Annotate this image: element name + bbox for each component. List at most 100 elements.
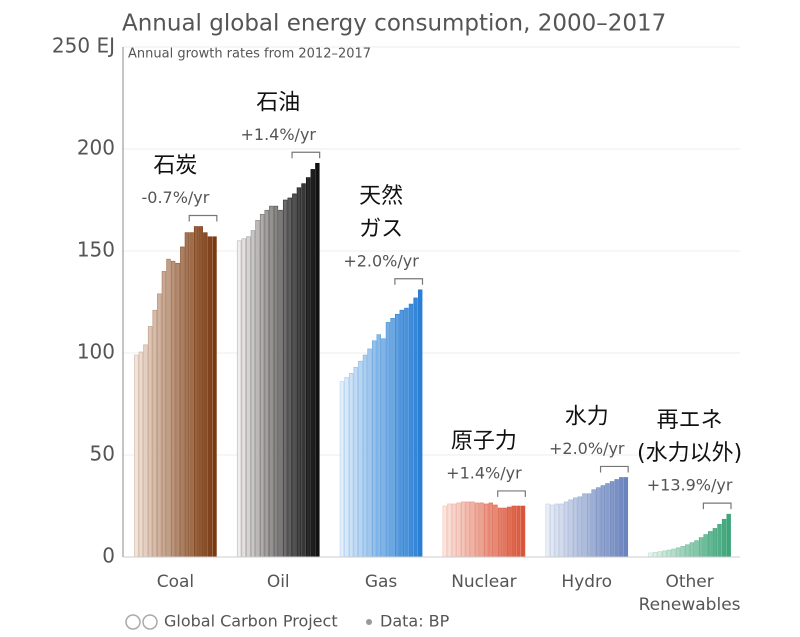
bar <box>404 307 409 558</box>
bar <box>507 506 512 558</box>
bar <box>516 505 521 558</box>
bar <box>596 487 601 558</box>
bar <box>586 493 592 558</box>
bar <box>296 187 302 558</box>
bar <box>399 309 404 558</box>
growth-bracket <box>394 278 424 285</box>
bar <box>189 232 194 558</box>
bar <box>236 240 242 558</box>
bar <box>152 309 157 558</box>
bar <box>671 548 676 558</box>
y-tick-label: 250 EJ <box>52 34 115 58</box>
bar <box>511 505 517 558</box>
growth-label: +1.4%/yr <box>241 125 317 144</box>
group-label: (水力以外) <box>637 441 742 466</box>
bar <box>339 381 345 558</box>
group-label: 天然 <box>359 184 403 209</box>
bar <box>497 507 503 558</box>
growth-label: +1.4%/yr <box>446 463 522 482</box>
bar <box>652 552 658 558</box>
bar <box>708 531 713 558</box>
source: Global Carbon Project <box>164 612 338 631</box>
bar <box>479 502 484 558</box>
growth-bracket <box>188 214 218 222</box>
growth-bracket <box>291 151 321 159</box>
bar <box>675 547 681 558</box>
group-label: 原子力 <box>451 429 517 454</box>
bar <box>721 518 727 558</box>
bar <box>442 505 448 558</box>
group-label: 石炭 <box>153 154 197 179</box>
growth-bracket <box>497 490 526 497</box>
bar <box>550 504 555 558</box>
bar <box>694 540 699 558</box>
bar <box>161 271 167 558</box>
growth-label: +13.9%/yr <box>647 476 733 495</box>
y-tick-label: 100 <box>77 340 115 364</box>
bar <box>344 377 349 558</box>
bar <box>390 318 395 558</box>
bar <box>591 489 596 558</box>
bar <box>465 501 471 558</box>
group-label: 再エネ <box>657 408 723 433</box>
bar <box>456 502 461 558</box>
growth-bracket <box>702 502 732 510</box>
bar <box>315 162 320 558</box>
bar <box>362 354 368 558</box>
bar <box>264 209 269 558</box>
bar <box>559 503 564 558</box>
bar <box>180 246 185 558</box>
bar <box>348 373 354 558</box>
bar <box>371 340 377 558</box>
bar <box>287 197 292 558</box>
x-tick-label: Coal <box>157 572 194 592</box>
bar <box>554 503 560 558</box>
group-label: ガス <box>359 217 403 242</box>
bar <box>484 503 489 558</box>
bar <box>609 481 615 558</box>
bar <box>241 238 246 558</box>
separator <box>366 619 372 625</box>
bar <box>193 226 199 558</box>
bar <box>292 193 297 558</box>
bar <box>577 496 583 558</box>
bar <box>353 366 358 558</box>
bar <box>680 546 685 558</box>
bar <box>310 169 315 558</box>
x-tick-label: Other <box>665 572 713 592</box>
bar <box>563 501 569 558</box>
bar <box>282 199 288 558</box>
bar <box>623 477 629 558</box>
bar <box>259 213 265 558</box>
bar <box>301 183 306 558</box>
bar <box>698 537 704 558</box>
bar <box>545 503 550 558</box>
bar <box>413 297 418 558</box>
bar <box>246 236 251 558</box>
bar <box>278 209 283 558</box>
chart-subtitle: Annual growth rates from 2012–2017 <box>128 47 371 62</box>
cc-icon <box>125 614 158 630</box>
bar <box>573 497 578 558</box>
bar <box>605 483 610 558</box>
bar <box>143 344 148 558</box>
y-tick-label: 150 <box>77 238 115 262</box>
bar <box>170 260 176 558</box>
bar <box>657 551 662 558</box>
group-label: 水力 <box>565 404 609 429</box>
growth-label: +2.0%/yr <box>549 439 625 458</box>
bar <box>447 503 452 558</box>
bar <box>568 499 573 558</box>
bar <box>685 544 690 558</box>
bar <box>358 360 363 558</box>
bar <box>212 236 217 558</box>
growth-bracket <box>599 465 629 473</box>
bar <box>582 493 587 558</box>
bar <box>147 326 153 558</box>
bar <box>376 334 381 558</box>
bar <box>381 338 386 558</box>
x-tick-label: Gas <box>365 572 398 592</box>
growth-label: +2.0%/yr <box>343 251 419 270</box>
bar <box>712 528 718 558</box>
